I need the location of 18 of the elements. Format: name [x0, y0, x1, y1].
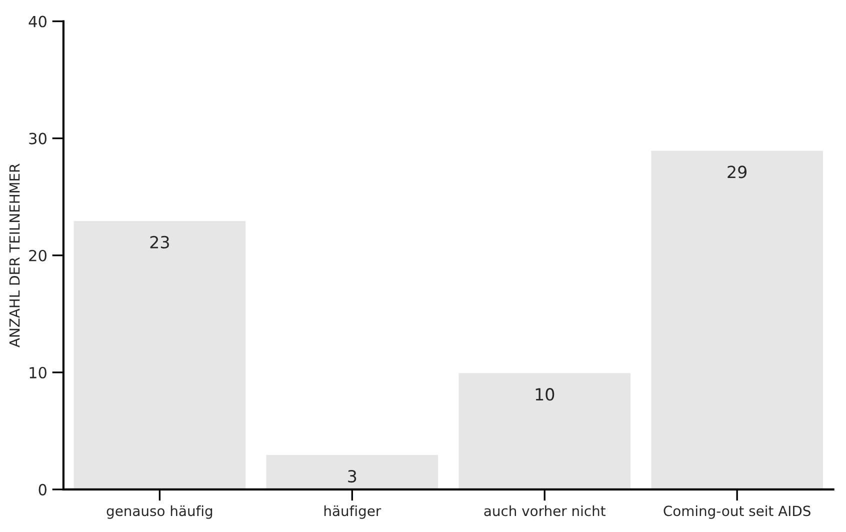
y-tick-label: 10 — [30, 366, 46, 378]
data-label: 29 — [728, 166, 747, 178]
x-tick-label: auch vorher nicht — [484, 505, 606, 516]
bar — [264, 454, 440, 490]
y-tick-label: 20 — [29, 250, 46, 262]
data-label: 10 — [536, 388, 554, 401]
x-tick-label: häufiger — [324, 505, 382, 519]
bar — [72, 220, 247, 490]
y-axis-title: ANZAHL DER TEILNEHMER — [9, 164, 20, 348]
data-label: 23 — [150, 236, 169, 248]
bar — [457, 372, 632, 490]
x-tick-label: genauso häufig — [106, 505, 212, 519]
data-label: 3 — [348, 470, 356, 483]
bar — [650, 149, 824, 490]
x-tick-label: Coming-out seit AIDS — [664, 505, 810, 519]
y-tick-label: 40 — [28, 16, 46, 28]
y-tick-label: 0 — [38, 484, 46, 496]
y-tick-label: 30 — [29, 132, 46, 144]
